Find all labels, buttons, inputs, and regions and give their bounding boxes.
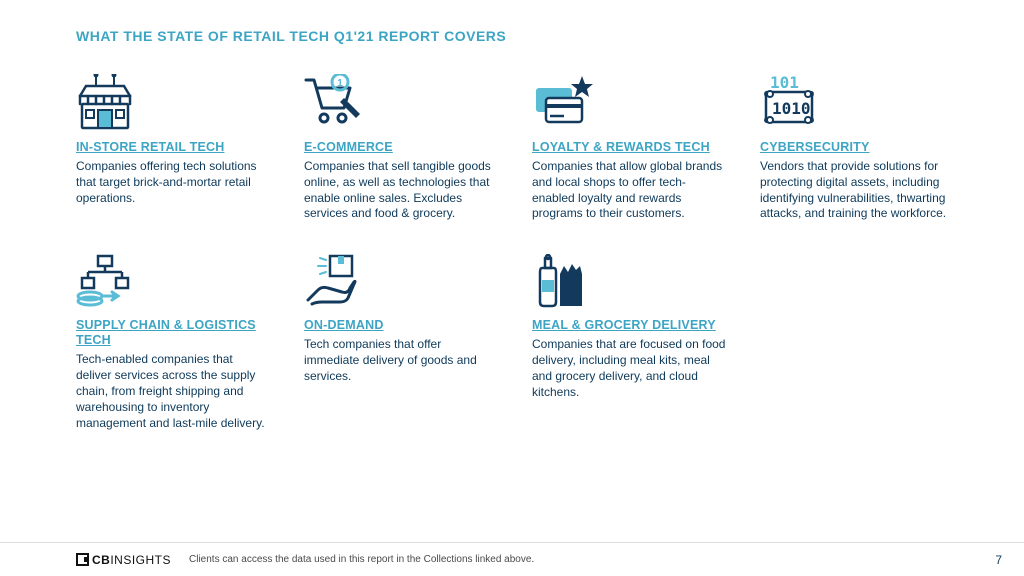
card-title[interactable]: SUPPLY CHAIN & LOGISTICS TECH xyxy=(76,318,270,348)
card-supply-chain: SUPPLY CHAIN & LOGISTICS TECH Tech-enabl… xyxy=(76,248,270,431)
card-desc: Vendors that provide solutions for prote… xyxy=(760,159,954,222)
page-title: WHAT THE STATE OF RETAIL TECH Q1'21 REPO… xyxy=(0,0,1024,44)
logistics-icon xyxy=(76,248,270,308)
footer-note: Clients can access the data used in this… xyxy=(189,554,534,565)
cbinsights-logo: CBINSIGHTS xyxy=(76,553,171,567)
card-desc: Companies that allow global brands and l… xyxy=(532,159,726,222)
card-ecommerce: 1 E-COMMERCE Companies that sell tangibl… xyxy=(304,70,498,222)
card-on-demand: ON-DEMAND Tech companies that offer imme… xyxy=(304,248,498,431)
logo-mark-icon xyxy=(76,553,89,566)
card-desc: Companies that are focused on food deliv… xyxy=(532,337,726,400)
cart-icon: 1 xyxy=(304,70,498,130)
card-meal-grocery: MEAL & GROCERY DELIVERY Companies that a… xyxy=(532,248,726,431)
card-cybersecurity: 101 1010 CYBERSECURITY Vendors that prov… xyxy=(760,70,954,222)
grocery-icon xyxy=(532,248,726,308)
logo-bold: CB xyxy=(92,553,110,567)
svg-text:101: 101 xyxy=(770,74,799,92)
logo-light: INSIGHTS xyxy=(110,553,171,567)
card-title[interactable]: ON-DEMAND xyxy=(304,318,498,333)
card-title[interactable]: E-COMMERCE xyxy=(304,140,498,155)
loyalty-icon xyxy=(532,70,726,130)
svg-text:1: 1 xyxy=(337,78,343,89)
binary-icon: 101 1010 xyxy=(760,70,954,130)
card-title[interactable]: IN-STORE RETAIL TECH xyxy=(76,140,270,155)
footer: CBINSIGHTS Clients can access the data u… xyxy=(0,542,1024,576)
category-grid: IN-STORE RETAIL TECH Companies offering … xyxy=(0,44,1024,431)
card-desc: Tech-enabled companies that deliver serv… xyxy=(76,352,270,431)
card-title[interactable]: LOYALTY & REWARDS TECH xyxy=(532,140,726,155)
card-desc: Companies that sell tangible goods onlin… xyxy=(304,159,498,222)
card-in-store: IN-STORE RETAIL TECH Companies offering … xyxy=(76,70,270,222)
card-title[interactable]: CYBERSECURITY xyxy=(760,140,954,155)
card-desc: Companies offering tech solutions that t… xyxy=(76,159,270,206)
hand-box-icon xyxy=(304,248,498,308)
card-loyalty: LOYALTY & REWARDS TECH Companies that al… xyxy=(532,70,726,222)
svg-text:1010: 1010 xyxy=(772,99,811,118)
store-icon xyxy=(76,70,270,130)
card-desc: Tech companies that offer immediate deli… xyxy=(304,337,498,384)
card-title[interactable]: MEAL & GROCERY DELIVERY xyxy=(532,318,726,333)
page-number: 7 xyxy=(995,553,1002,567)
